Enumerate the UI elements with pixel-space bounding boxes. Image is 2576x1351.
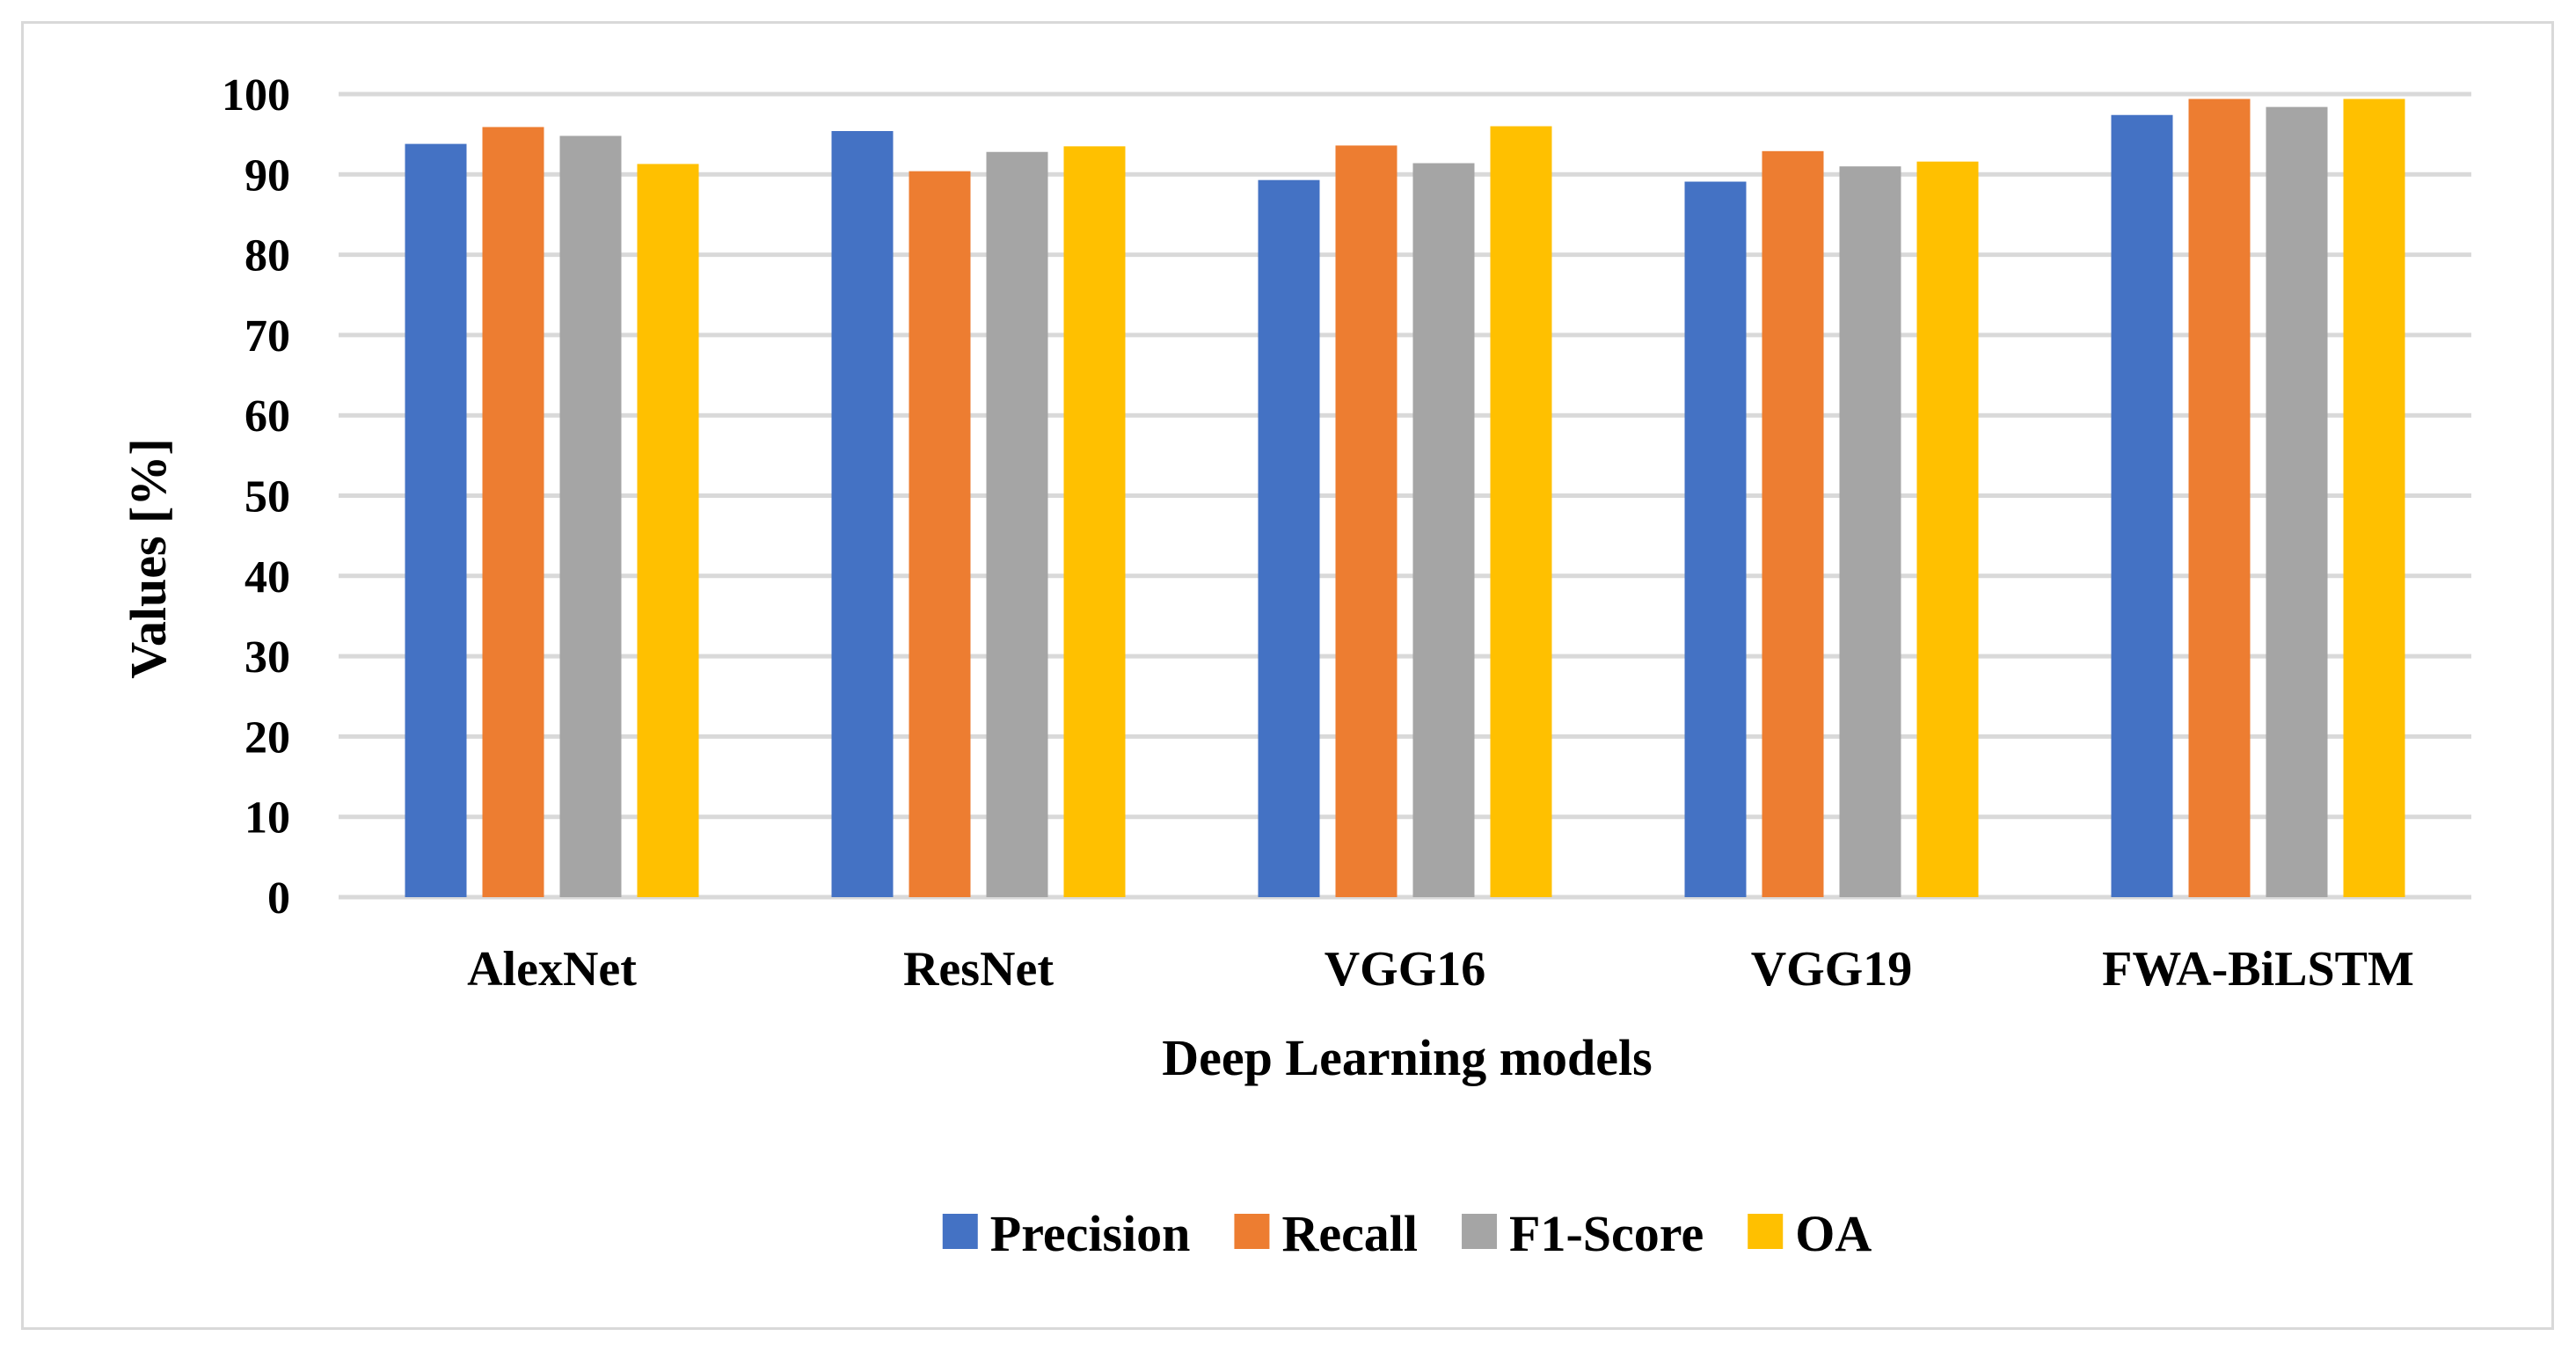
x-tick-label: VGG16 [1324,942,1486,997]
y-tick-label: 70 [244,311,290,361]
bar-oa-vgg19 [1916,161,1979,897]
bar-recall-resnet [909,171,971,897]
bar-precision-alexnet [405,143,467,897]
x-tick-label: FWA-BiLSTM [2102,942,2414,997]
y-tick-label: 10 [244,793,290,843]
bar-precision-resnet [831,130,894,898]
y-axis-ticks: 0 10 20 30 40 50 60 70 80 90 100 [222,70,290,924]
bar-f1-score-alexnet [559,135,622,897]
bar-precision-vgg16 [1258,179,1320,898]
legend: Precision Recall F1-Score OA [942,1205,1872,1262]
legend-swatch [1462,1214,1498,1249]
y-tick-label: 50 [244,472,290,522]
legend-label: OA [1795,1205,1872,1262]
x-axis-title: Deep Learning models [1162,1029,1652,1086]
y-tick-label: 30 [244,632,290,683]
bar-oa-resnet [1063,146,1126,898]
bar-precision-vgg19 [1684,181,1747,898]
bar-recall-fwa-bilstm [2188,99,2251,897]
y-tick-label: 20 [244,712,290,763]
bar-f1-score-vgg16 [1412,163,1475,897]
legend-label: Recall [1281,1205,1418,1262]
legend-swatch [1234,1214,1270,1249]
bar-oa-alexnet [637,164,699,897]
legend-label: Precision [990,1205,1191,1262]
x-tick-label: VGG19 [1751,942,1913,997]
x-tick-label: ResNet [903,942,1054,997]
y-axis-title: Values [%] [120,438,177,678]
y-tick-label: 90 [244,150,290,201]
bar-f1-score-resnet [986,151,1048,898]
y-tick-label: 80 [244,231,290,281]
y-tick-label: 60 [244,391,290,442]
y-tick-label: 0 [267,873,290,924]
bar-recall-alexnet [482,127,544,898]
bars [405,99,2405,898]
bar-oa-fwa-bilstm [2343,99,2405,897]
bar-recall-vgg16 [1335,145,1397,897]
bar-f1-score-fwa-bilstm [2266,106,2328,897]
bar-f1-score-vgg19 [1839,166,1901,898]
bar-precision-fwa-bilstm [2111,114,2173,897]
y-tick-label: 100 [222,70,290,120]
x-tick-label: AlexNet [467,942,637,997]
bar-recall-vgg19 [1762,150,1824,897]
bar-oa-vgg16 [1490,126,1552,897]
legend-swatch [942,1214,978,1249]
legend-label: F1-Score [1509,1205,1704,1262]
legend-swatch [1748,1214,1784,1249]
x-axis-categories: AlexNet ResNet VGG16 VGG19 FWA-BiLSTM [467,942,2414,997]
y-tick-label: 40 [244,552,290,602]
